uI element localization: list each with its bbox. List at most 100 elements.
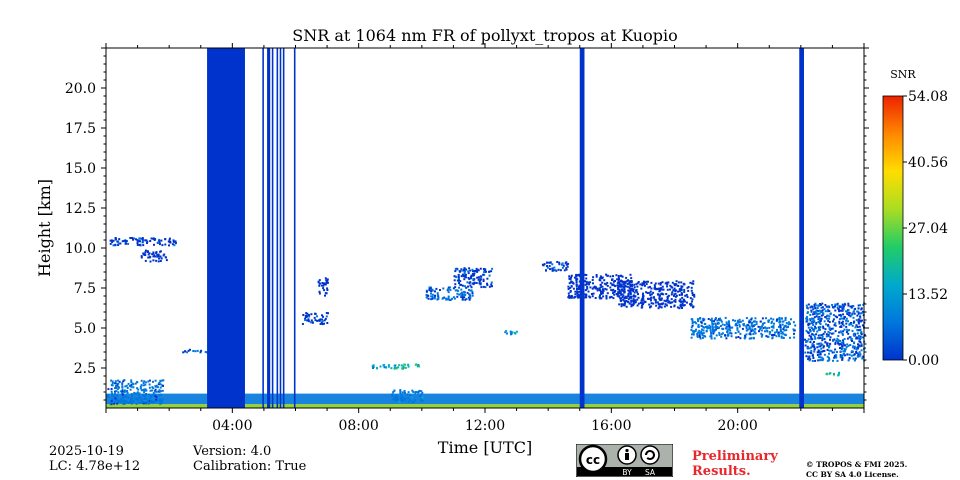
signal-pixel	[483, 269, 486, 272]
signal-pixel	[845, 331, 848, 334]
signal-pixel	[469, 269, 472, 272]
signal-pixel	[401, 399, 404, 402]
surface-layer	[106, 404, 864, 408]
signal-pixel	[692, 331, 695, 334]
signal-pixel	[154, 393, 157, 396]
signal-pixel	[713, 337, 716, 340]
signal-pixel	[808, 356, 811, 359]
signal-pixel	[153, 390, 156, 392]
signal-pixel	[168, 238, 171, 241]
signal-pixel	[720, 333, 723, 336]
signal-pixel	[132, 238, 134, 241]
signal-pixel	[318, 279, 321, 282]
signal-pixel	[859, 320, 862, 323]
signal-pixel	[681, 285, 684, 288]
signal-pixel	[548, 261, 551, 264]
signal-pixel	[858, 355, 861, 358]
signal-pixel	[458, 293, 461, 296]
signal-pixel	[772, 318, 775, 321]
signal-pixel	[819, 356, 821, 359]
signal-pixel	[565, 263, 568, 266]
signal-pixel	[414, 399, 417, 402]
signal-pixel	[153, 243, 155, 246]
signal-feature	[182, 348, 209, 354]
signal-pixel	[463, 272, 466, 275]
signal-pixel	[139, 387, 142, 390]
signal-pixel	[853, 347, 856, 350]
signal-pixel	[431, 288, 434, 291]
signal-pixel	[420, 390, 423, 393]
signal-pixel	[792, 321, 795, 324]
signal-pixel	[324, 283, 327, 286]
signal-pixel	[752, 329, 754, 332]
signal-pixel	[111, 398, 114, 401]
signal-pixel	[632, 295, 635, 298]
signal-pixel	[856, 332, 859, 335]
signal-pixel	[513, 331, 516, 334]
signal-pixel	[125, 384, 128, 387]
signal-pixel	[568, 294, 570, 297]
signal-pixel	[681, 307, 683, 309]
signal-pixel	[570, 285, 573, 288]
signal-pixel	[416, 391, 419, 394]
signal-pixel	[684, 300, 686, 303]
signal-pixel	[859, 315, 862, 318]
signal-pixel	[387, 364, 390, 367]
signal-pixel	[847, 309, 850, 311]
signal-pixel	[421, 397, 424, 400]
signal-pixel	[774, 331, 776, 334]
signal-pixel	[669, 301, 672, 304]
signal-pixel	[766, 335, 769, 338]
signal-pixel	[307, 320, 310, 323]
signal-pixel	[709, 329, 712, 332]
signal-pixel	[693, 295, 696, 298]
signal-pixel	[561, 266, 564, 269]
signal-pixel	[690, 326, 693, 329]
signal-pixel	[771, 337, 774, 340]
signal-pixel	[623, 291, 626, 294]
signal-pixel	[681, 296, 684, 299]
signal-pixel	[392, 398, 395, 401]
signal-pixel	[840, 305, 843, 308]
signal-pixel	[633, 291, 636, 294]
signal-pixel	[403, 366, 406, 369]
signal-pixel	[452, 296, 455, 299]
signal-pixel	[834, 330, 837, 333]
signal-pixel	[657, 282, 660, 285]
signal-pixel	[147, 380, 150, 383]
signal-pixel	[447, 286, 450, 289]
signal-pixel	[606, 292, 609, 295]
signal-pixel	[121, 383, 124, 386]
signal-pixel	[134, 397, 137, 400]
signal-pixel	[662, 302, 665, 305]
signal-pixel	[576, 290, 579, 293]
signal-pixel	[133, 391, 136, 394]
signal-pixel	[573, 276, 576, 279]
signal-pixel	[718, 331, 721, 334]
signal-pixel	[407, 363, 410, 366]
signal-pixel	[705, 326, 707, 328]
signal-pixel	[859, 319, 862, 322]
signal-pixel	[310, 313, 313, 316]
signal-pixel	[840, 345, 843, 348]
signal-pixel	[470, 274, 473, 277]
signal-pixel	[674, 300, 677, 303]
signal-pixel	[407, 391, 410, 394]
signal-pixel	[171, 243, 174, 246]
signal-pixel	[136, 391, 139, 394]
signal-pixel	[454, 286, 457, 289]
signal-pixel	[839, 340, 842, 342]
signal-pixel	[319, 318, 322, 321]
signal-pixel	[575, 280, 578, 283]
signal-pixel	[136, 387, 139, 390]
signal-pixel	[461, 273, 464, 276]
signal-pixel	[158, 399, 161, 402]
signal-pixel	[818, 309, 821, 312]
signal-pixel	[114, 390, 116, 393]
signal-pixel	[630, 281, 633, 284]
signal-pixel	[853, 342, 855, 345]
signal-pixel	[149, 260, 152, 263]
signal-pixel	[752, 333, 755, 335]
signal-pixel	[779, 328, 782, 331]
signal-pixel	[657, 303, 660, 306]
